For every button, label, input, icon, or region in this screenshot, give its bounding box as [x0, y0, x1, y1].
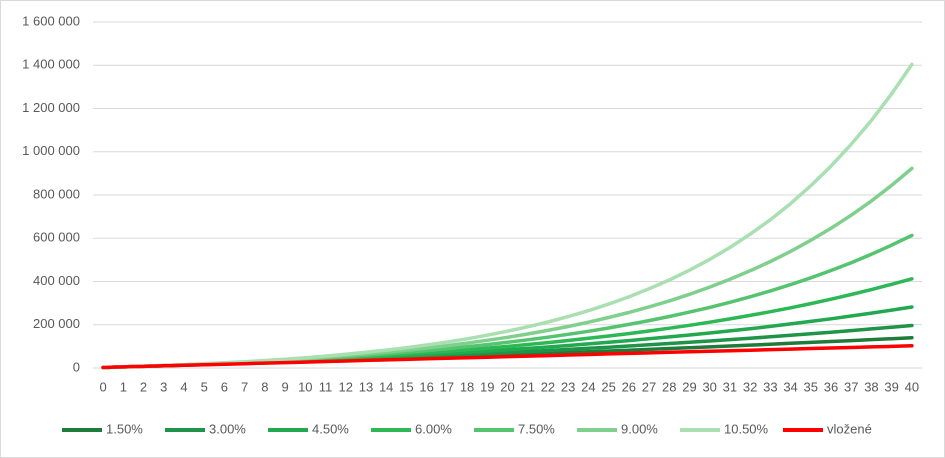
x-tick-label: 20	[500, 379, 514, 394]
legend-label: 10.50%	[724, 421, 769, 436]
x-tick-label: 14	[379, 379, 393, 394]
x-tick-label: 6	[221, 379, 228, 394]
y-tick-label: 600 000	[33, 230, 80, 245]
x-tick-label: 11	[319, 379, 333, 394]
x-tick-label: 19	[480, 379, 494, 394]
legend-label: 1.50%	[106, 421, 143, 436]
x-tick-label: 21	[520, 379, 534, 394]
x-tick-label: 28	[662, 379, 676, 394]
x-tick-label: 32	[743, 379, 757, 394]
x-tick-label: 17	[440, 379, 454, 394]
x-tick-label: 4	[180, 379, 187, 394]
y-tick-label: 1 200 000	[22, 100, 80, 115]
x-tick-label: 15	[399, 379, 413, 394]
y-tick-label: 1 000 000	[22, 143, 80, 158]
x-tick-label: 35	[804, 379, 818, 394]
legend-label: 9.00%	[621, 421, 658, 436]
x-tick-label: 1	[120, 379, 127, 394]
y-tick-label: 400 000	[33, 273, 80, 288]
x-tick-label: 36	[824, 379, 838, 394]
legend-label: vložené	[827, 421, 872, 436]
y-tick-label: 0	[73, 359, 80, 374]
x-tick-label: 9	[281, 379, 288, 394]
series-line	[101, 62, 914, 370]
x-tick-label: 0	[99, 379, 106, 394]
x-tick-label: 37	[844, 379, 858, 394]
x-tick-label: 40	[905, 379, 919, 394]
y-tick-label: 1 400 000	[22, 57, 80, 72]
x-tick-label: 8	[261, 379, 268, 394]
x-tick-label: 13	[359, 379, 373, 394]
legend-label: 6.00%	[415, 421, 452, 436]
x-tick-label: 12	[339, 379, 353, 394]
legend-label: 4.50%	[312, 421, 349, 436]
x-tick-label: 24	[581, 379, 595, 394]
x-tick-label: 25	[601, 379, 615, 394]
x-tick-label: 5	[201, 379, 208, 394]
x-tick-label: 22	[541, 379, 555, 394]
x-tick-label: 2	[140, 379, 147, 394]
legend-label: 3.00%	[209, 421, 246, 436]
x-tick-label: 26	[622, 379, 636, 394]
y-tick-label: 200 000	[33, 316, 80, 331]
series-line	[101, 344, 914, 370]
y-tick-label: 800 000	[33, 186, 80, 201]
x-tick-label: 34	[783, 379, 797, 394]
x-tick-label: 31	[723, 379, 737, 394]
x-tick-label: 18	[460, 379, 474, 394]
x-tick-label: 27	[642, 379, 656, 394]
x-tick-label: 3	[160, 379, 167, 394]
y-tick-label: 1 600 000	[22, 13, 80, 28]
x-tick-label: 30	[702, 379, 716, 394]
x-tick-label: 29	[682, 379, 696, 394]
x-tick-label: 39	[884, 379, 898, 394]
x-tick-label: 10	[298, 379, 312, 394]
legend-label: 7.50%	[518, 421, 555, 436]
x-tick-label: 23	[561, 379, 575, 394]
x-tick-label: 33	[763, 379, 777, 394]
x-tick-label: 16	[419, 379, 433, 394]
x-tick-label: 7	[241, 379, 248, 394]
x-tick-label: 38	[864, 379, 878, 394]
